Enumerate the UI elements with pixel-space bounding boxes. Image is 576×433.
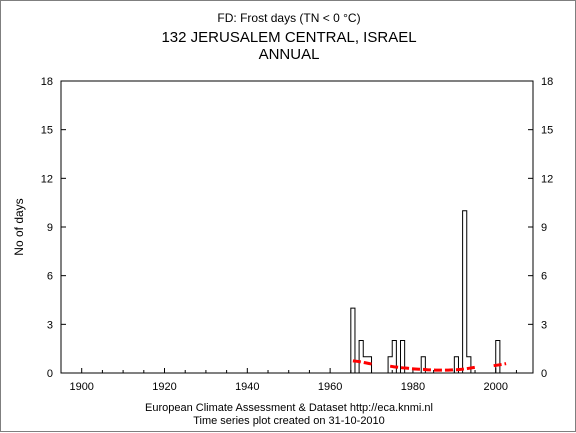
y-tick-label-right: 18: [541, 76, 553, 88]
x-tick-label: 2000: [483, 381, 507, 393]
x-tick-label: 1920: [152, 381, 176, 393]
footer-created: Time series plot created on 31-10-2010: [193, 415, 385, 427]
footer-source: European Climate Assessment & Dataset ht…: [145, 402, 433, 414]
x-tick-label: 1980: [401, 381, 425, 393]
y-tick-label-left: 6: [47, 271, 53, 283]
x-axis-ticks: 1900 1920 1940 1960 1980 2000: [69, 368, 517, 393]
y-tick-label-right: 15: [541, 125, 553, 137]
y-axis-label: No of days: [12, 198, 26, 255]
y-tick-label-left: 15: [41, 125, 53, 137]
y-tick-label-left: 3: [47, 319, 53, 331]
y-tick-label-right: 0: [541, 368, 547, 380]
y-tick-label-right: 9: [541, 222, 547, 234]
y-tick-label-right: 3: [541, 319, 547, 331]
x-tick-label: 1940: [235, 381, 259, 393]
y-tick-label-right: 12: [541, 173, 553, 185]
chart-title-line2: ANNUAL: [259, 46, 320, 63]
x-tick-label: 1960: [318, 381, 342, 393]
y-tick-label-left: 12: [41, 173, 53, 185]
smoothed-trend-line: [352, 359, 374, 367]
smoothed-trend-line: [389, 364, 478, 372]
chart-subtitle: FD: Frost days (TN < 0 °C): [217, 11, 360, 25]
y-tick-label-left: 18: [41, 76, 53, 88]
y-tick-label-left: 0: [47, 368, 53, 380]
x-tick-label: 1900: [69, 381, 93, 393]
chart-title-line1: 132 JERUSALEM CENTRAL, ISRAEL: [161, 29, 416, 46]
y-tick-label-right: 6: [541, 271, 547, 283]
smoothed-trend-line: [493, 362, 507, 368]
annual-frost-days-step-series: [350, 210, 505, 374]
y-axis-ticks: 0 0 3 3 6 6 9 9 12 12 15 15 18 18: [41, 76, 554, 380]
y-tick-label-left: 9: [47, 222, 53, 234]
series-layer: [350, 210, 507, 374]
